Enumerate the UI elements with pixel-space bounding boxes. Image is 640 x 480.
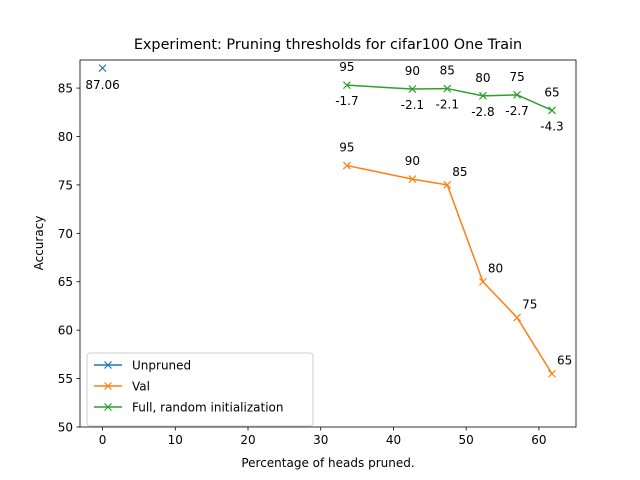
- threshold-label-val: 75: [522, 298, 537, 312]
- legend-entry-label: Val: [132, 380, 150, 394]
- series-line-val: [346, 164, 553, 375]
- data-point-full-random-initialization: [342, 81, 351, 90]
- threshold-label-val: 65: [557, 354, 572, 368]
- data-point-val: [513, 313, 522, 322]
- x-tick-label: 50: [459, 433, 474, 447]
- x-tick-label: 30: [313, 433, 328, 447]
- plot-frame: [79, 59, 577, 428]
- delta-label-full-random-initialization: -2.1: [401, 98, 424, 112]
- threshold-label-full-random-initialization: 90: [405, 64, 420, 78]
- threshold-label-val: 85: [452, 165, 467, 179]
- delta-label-full-random-initialization: -1.7: [335, 94, 358, 108]
- data-point-unpruned: [98, 64, 107, 73]
- plot-area: 87.06 95 90 85 80 75 65 95 -1.7 90 -2.1 85 -2.1 80 -2.…: [58, 59, 577, 447]
- data-point-full-random-initialization: [548, 106, 556, 115]
- x-axis-label: Percentage of heads pruned.: [241, 456, 414, 470]
- x-tick-label: 20: [240, 433, 255, 447]
- series-line-full-random-initialization: [346, 84, 553, 112]
- threshold-label-full-random-initialization: 65: [544, 85, 559, 99]
- delta-label-full-random-initialization: -2.1: [436, 98, 459, 112]
- data-point-val: [408, 175, 417, 184]
- x-tick-label: 10: [168, 433, 183, 447]
- data-point-full-random-initialization: [478, 91, 487, 100]
- legend-swatch-marker: [104, 403, 112, 411]
- data-point-full-random-initialization: [408, 85, 417, 93]
- value-label-unpruned: 87.06: [85, 78, 119, 92]
- legend-swatch-marker: [104, 382, 112, 390]
- y-tick-label: 75: [58, 178, 73, 192]
- data-point-full-random-initialization: [443, 84, 452, 93]
- y-tick-label: 60: [58, 324, 73, 338]
- delta-label-full-random-initialization: -4.3: [540, 119, 563, 133]
- y-tick-label: 50: [58, 421, 73, 435]
- legend: Unpruned Val Full, random initialization: [86, 352, 314, 427]
- y-tick-label: 55: [58, 372, 73, 386]
- threshold-label-full-random-initialization: 95: [339, 60, 354, 74]
- x-tick-label: 60: [531, 433, 546, 447]
- delta-label-full-random-initialization: -2.7: [505, 104, 528, 118]
- threshold-label-val: 95: [339, 141, 354, 155]
- threshold-label-full-random-initialization: 80: [475, 71, 490, 85]
- y-tick-label: 85: [58, 82, 73, 96]
- legend-entry-label: Unpruned: [132, 359, 191, 373]
- y-tick-label: 65: [58, 275, 73, 289]
- x-tick-label: 40: [386, 433, 401, 447]
- threshold-label-val: 80: [488, 262, 503, 276]
- threshold-label-full-random-initialization: 75: [509, 70, 524, 84]
- chart-title: Experiment: Pruning thresholds for cifar…: [134, 37, 522, 53]
- data-point-full-random-initialization: [513, 90, 522, 99]
- data-point-val: [548, 369, 556, 378]
- legend-box: [86, 352, 314, 427]
- data-point-val: [478, 277, 487, 286]
- threshold-label-val: 90: [405, 154, 420, 168]
- y-tick-label: 80: [58, 130, 73, 144]
- legend-entry-label: Full, random initialization: [132, 401, 283, 415]
- data-point-val: [443, 180, 452, 189]
- legend-swatch-marker: [104, 361, 112, 369]
- delta-label-full-random-initialization: -2.8: [471, 105, 494, 119]
- x-tick-label: 0: [99, 433, 107, 447]
- data-point-val: [342, 161, 351, 170]
- y-tick-label: 70: [58, 227, 73, 241]
- threshold-label-full-random-initialization: 85: [440, 64, 455, 78]
- y-axis-label: Accuracy: [32, 216, 46, 271]
